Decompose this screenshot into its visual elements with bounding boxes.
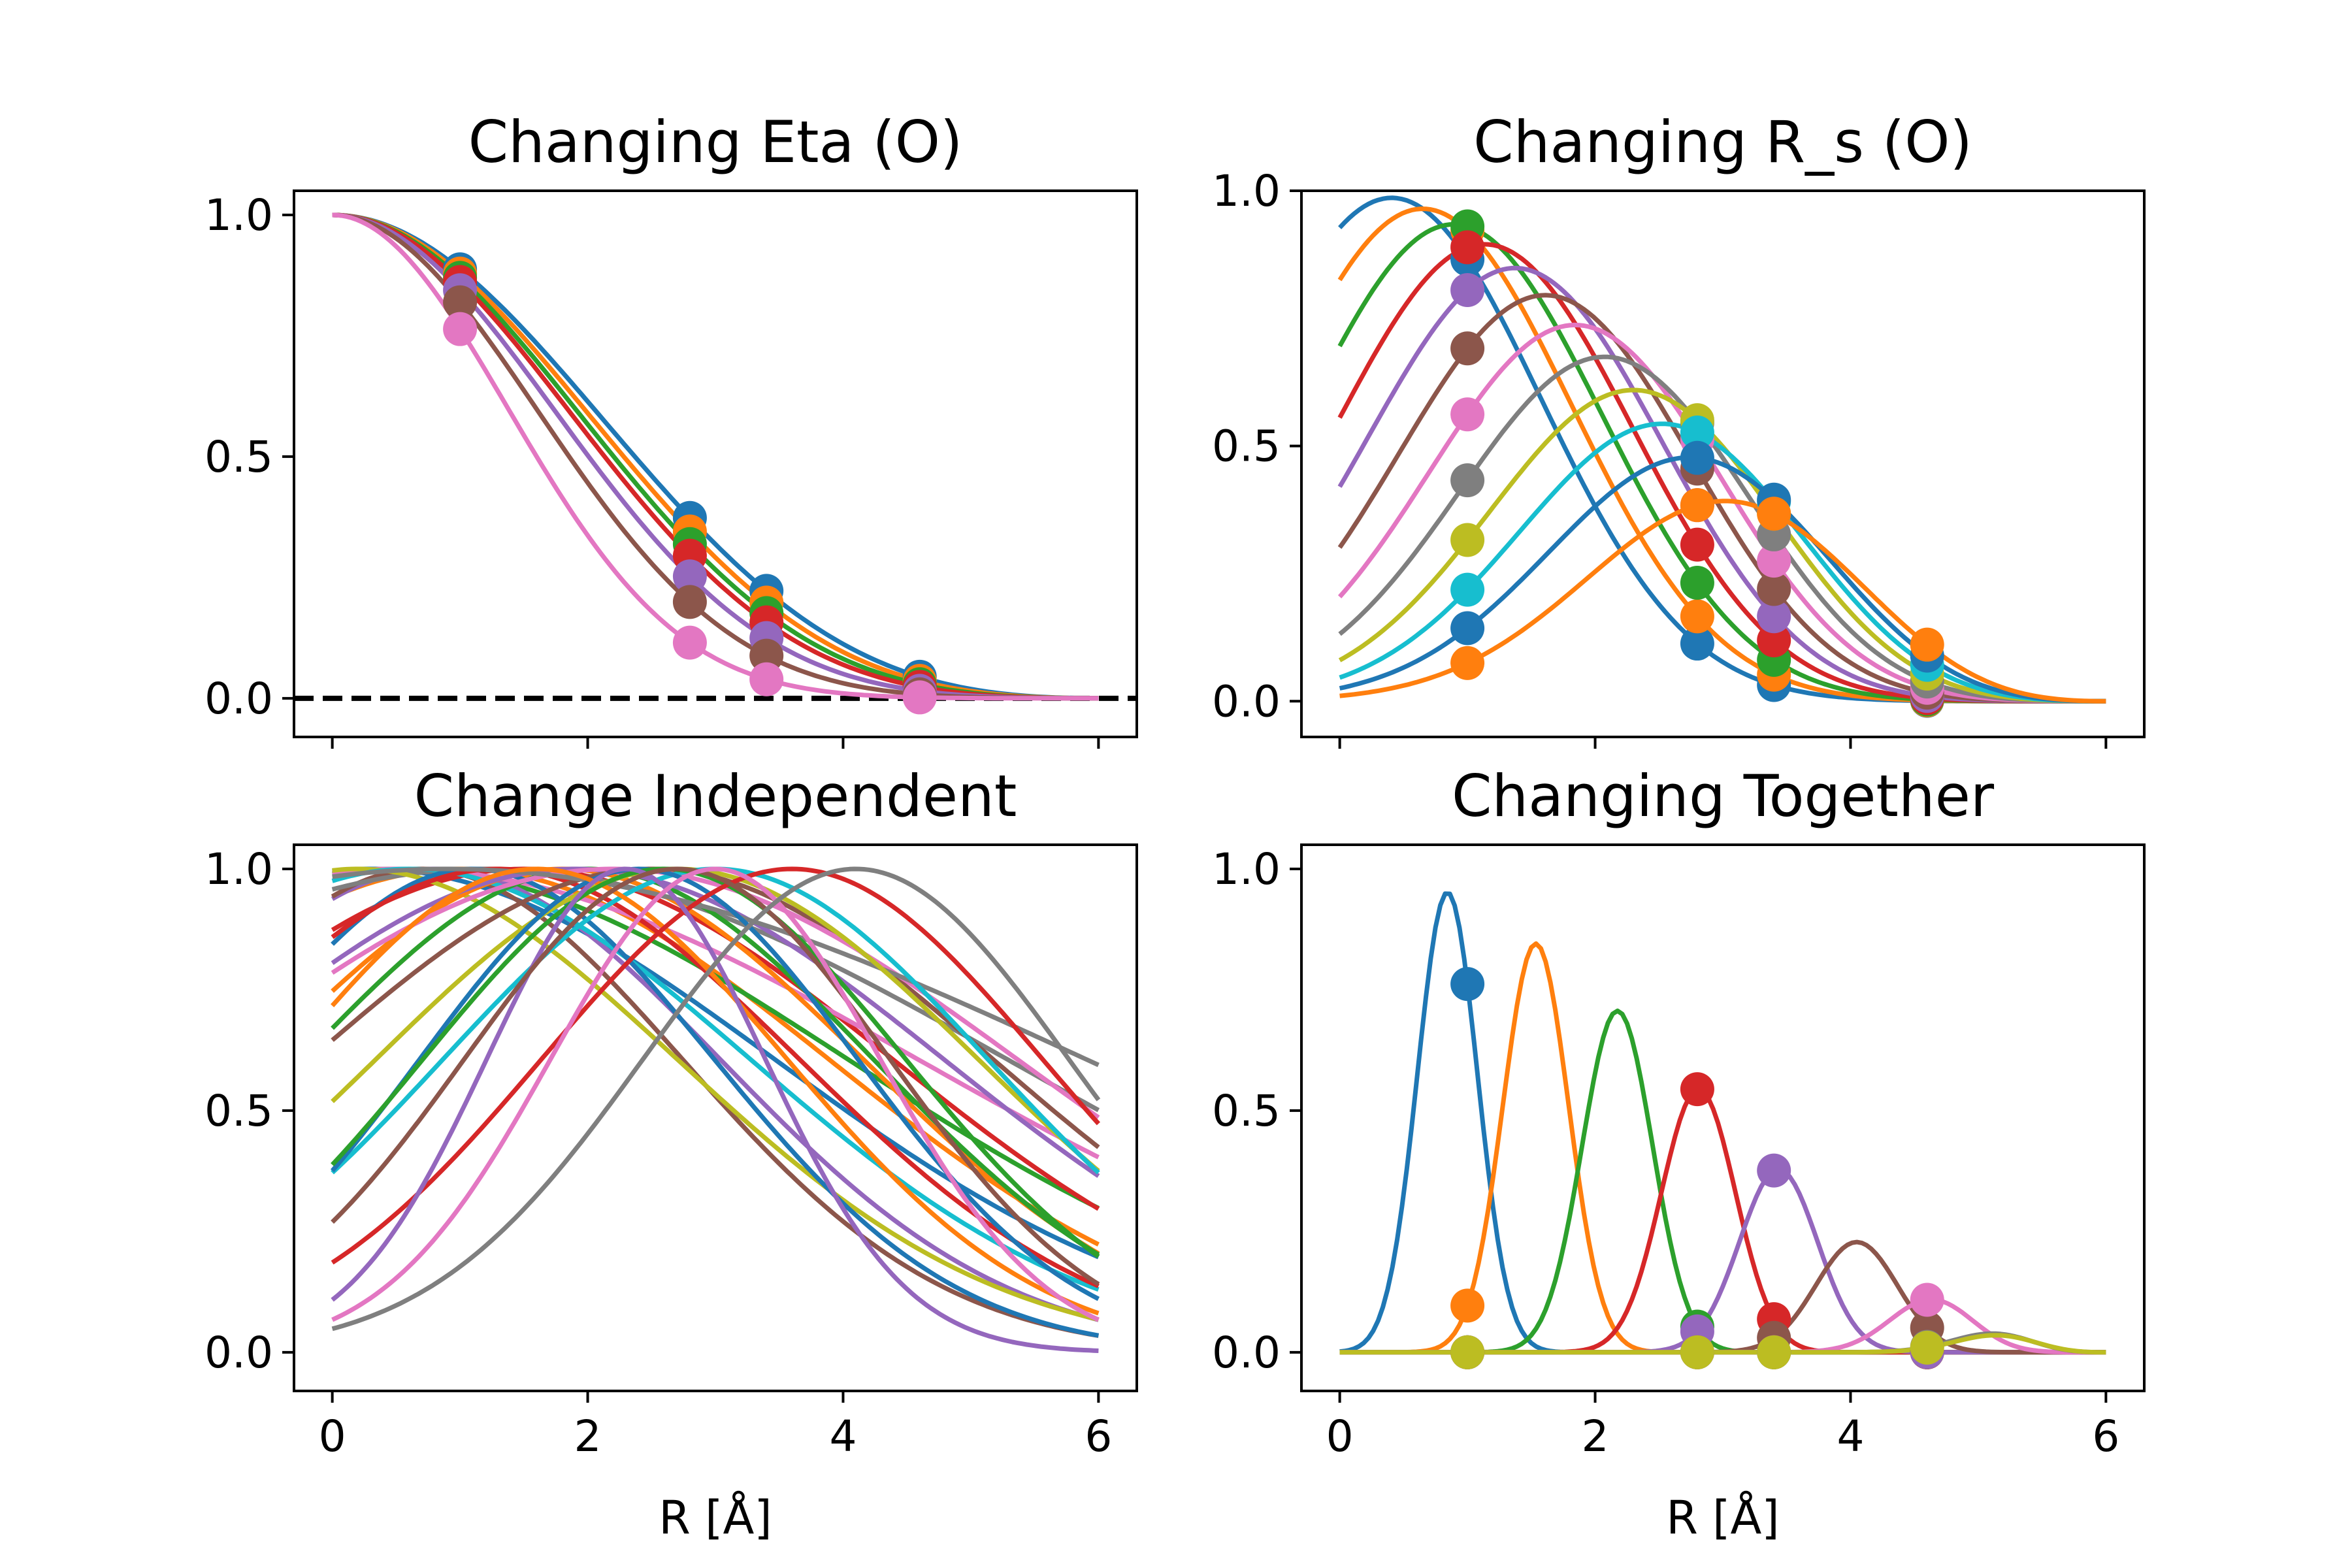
series-4-marker [1680,527,1714,562]
series-line-1 [332,866,1100,1260]
series-12-marker [1450,645,1485,680]
series-line-24 [331,866,1100,1265]
series-9-marker [1450,1335,1485,1369]
plot-area [330,866,1101,1353]
series-1-marker [1680,627,1714,661]
y-tick-label: 0.5 [1212,421,1281,472]
series-line-28 [331,866,1101,1331]
series-12-marker [1910,627,1944,662]
axes-frame [1300,189,2146,738]
x-tick-label: 6 [2092,1411,2119,1462]
series-10-marker [1450,572,1485,607]
y-tick-label: 0.0 [1212,676,1281,727]
series-7-marker [902,680,937,715]
series-7-marker [1910,1282,1944,1317]
y-tick-label: 1.0 [204,190,273,240]
series-12-marker [1757,497,1791,531]
series-line-18 [332,866,1100,1068]
series-5-marker [1450,272,1485,307]
axes-frame [293,843,1138,1392]
series-1-marker [1450,967,1485,1002]
x-tick-label: 0 [1326,1411,1354,1462]
series-5-marker [1757,1153,1791,1188]
y-tick-label: 1.0 [1212,844,1281,894]
series-line-21 [330,866,1100,1301]
panel-title: Changing Eta (O) [468,108,963,176]
series-line-26 [331,866,1100,1286]
axes-frame [1300,843,2146,1392]
series-line-17 [331,866,1100,1120]
series-4-marker [1450,230,1485,265]
series-6-marker [749,638,784,673]
series-9-marker [1450,523,1485,557]
y-tick-label: 0.0 [204,1328,273,1378]
panel-changing-eta: Changing Eta (O) 0.0 0.5 1.0 [204,108,1138,749]
panel-change-independent: Change Independent 0.0 0.5 1.0 0 2 4 6 R [Å] [204,762,1138,1544]
y-tick-label: 0.5 [204,1086,273,1136]
series-2-marker [1680,599,1714,634]
series-line-25 [331,866,1099,1353]
x-axis-label: R [Å] [1666,1491,1779,1544]
series-7-marker [443,312,478,346]
y-tick-label: 0.0 [1212,1328,1281,1378]
series-4-marker [1680,1072,1714,1107]
panel-title: Change Independent [414,762,1017,830]
y-tick-label: 0.5 [1212,1086,1281,1136]
series-line-13 [331,866,1100,1257]
series-10-marker [1680,416,1714,450]
y-tick-label: 1.0 [1212,166,1281,216]
series-5-marker [672,559,707,594]
series-9-marker [1757,1335,1791,1369]
series-12-marker [1680,488,1714,523]
series-11-marker [1680,440,1714,475]
series-line-22 [331,866,1100,1316]
series-2-marker [1450,1288,1485,1323]
series-3-marker [1680,565,1714,600]
series-6-marker [672,585,707,619]
series-line-11 [331,866,1100,1338]
series-7-marker [672,625,707,660]
series-7-marker [1450,397,1485,432]
y-tick-label: 1.0 [204,844,273,894]
series-line-5 [1339,1167,2106,1355]
series-line-19 [331,866,1100,1173]
series-6-marker [443,285,478,319]
series-line-27 [331,866,1100,1322]
plot-area [1337,195,2106,718]
series-9-marker [1910,1330,1944,1365]
x-tick-label: 4 [1837,1411,1864,1462]
series-7-marker [1757,544,1791,578]
series-4-marker [1757,623,1791,658]
axes-frame [293,189,1138,738]
x-tick-label: 6 [1085,1411,1112,1462]
x-axis-label: R [Å] [659,1491,772,1544]
series-line-23 [331,866,1100,1259]
series-6-marker [1450,331,1485,366]
plot-area [1339,891,2106,1369]
series-line-12 [331,866,1100,1256]
panel-changing-together: Changing Together 0.0 0.5 1.0 0 2 4 6 R [Å] [1212,762,2146,1544]
x-tick-label: 2 [1582,1411,1609,1462]
x-tick-label: 2 [574,1411,602,1462]
panel-title: Changing R_s (O) [1473,108,1972,176]
plot-area [294,212,1137,715]
series-6-marker [1757,572,1791,606]
series-line-3 [332,866,1100,1211]
series-9-marker [1680,1335,1714,1369]
series-8-marker [1450,463,1485,498]
panel-title: Changing Together [1452,762,1995,830]
series-line-6 [331,866,1099,1338]
x-tick-label: 0 [319,1411,346,1462]
y-tick-label: 0.5 [204,432,273,482]
y-tick-label: 0.0 [204,674,273,724]
series-11-marker [1450,611,1485,645]
series-line-4 [331,866,1100,1211]
series-5-marker [1757,599,1791,634]
panel-changing-rs: Changing R_s (O) 0.0 0.5 1.0 [1212,108,2146,749]
series-7-marker [749,662,784,696]
x-tick-label: 4 [829,1411,857,1462]
